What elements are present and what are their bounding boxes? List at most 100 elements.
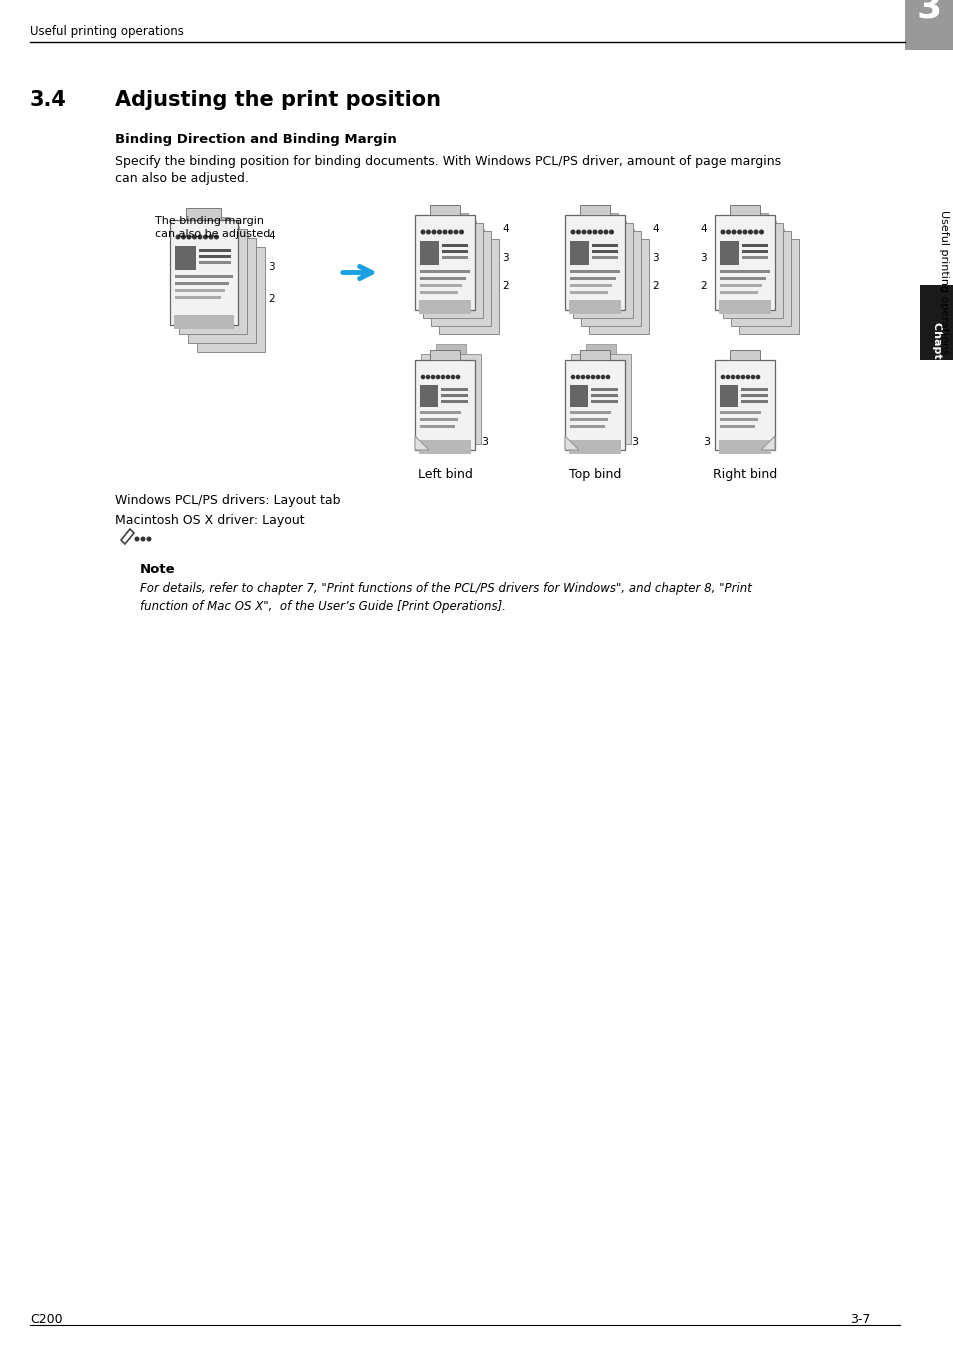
Circle shape	[586, 375, 589, 378]
Text: 4: 4	[268, 231, 274, 240]
Bar	[419, 284, 461, 286]
Text: For details, refer to chapter 7, "Print functions of the PCL/PS drivers for Wind: For details, refer to chapter 7, "Print …	[140, 582, 751, 595]
Bar	[904, 0, 953, 50]
Text: can also be adjusted.: can also be adjusted.	[115, 171, 249, 185]
Circle shape	[577, 231, 579, 234]
Circle shape	[135, 537, 138, 541]
Text: 3: 3	[480, 437, 488, 447]
Bar	[213, 235, 248, 247]
Circle shape	[441, 375, 444, 378]
Bar	[569, 292, 607, 293]
Circle shape	[571, 375, 574, 378]
Text: Right bind: Right bind	[712, 468, 777, 481]
Bar	[430, 205, 459, 215]
Bar	[420, 354, 480, 444]
Circle shape	[432, 231, 436, 234]
Bar	[592, 256, 618, 258]
Bar	[568, 300, 620, 315]
Circle shape	[603, 231, 607, 234]
Bar	[441, 244, 468, 247]
Bar	[579, 205, 609, 215]
Circle shape	[576, 375, 579, 378]
Text: C200: C200	[30, 1314, 63, 1326]
Text: Adjusting the print position: Adjusting the print position	[115, 90, 440, 109]
Circle shape	[580, 375, 584, 378]
Circle shape	[606, 375, 609, 378]
Text: 2: 2	[268, 294, 274, 304]
Circle shape	[720, 231, 724, 234]
Bar	[720, 418, 758, 420]
Bar	[569, 284, 612, 286]
Circle shape	[198, 235, 202, 239]
Bar	[419, 292, 457, 293]
Circle shape	[176, 235, 179, 239]
Bar	[440, 394, 468, 397]
Bar	[415, 360, 475, 450]
Bar	[415, 215, 475, 310]
Bar	[422, 223, 482, 319]
Circle shape	[426, 375, 429, 378]
Circle shape	[737, 231, 740, 234]
Circle shape	[421, 231, 424, 234]
Text: The binding margin
can also be adjusted.: The binding margin can also be adjusted.	[154, 216, 274, 239]
Bar	[720, 425, 754, 428]
Bar	[568, 440, 620, 454]
Text: 3: 3	[630, 437, 638, 447]
Bar	[569, 385, 587, 406]
Bar	[186, 208, 221, 220]
Text: Top bind: Top bind	[568, 468, 620, 481]
Text: 3: 3	[268, 262, 274, 273]
Circle shape	[431, 375, 435, 378]
Bar	[440, 387, 468, 390]
Text: 3: 3	[651, 252, 658, 263]
Text: Windows PCL/PS drivers: Layout tab: Windows PCL/PS drivers: Layout tab	[115, 494, 340, 508]
Bar	[722, 223, 782, 319]
Circle shape	[600, 375, 604, 378]
Bar	[179, 230, 247, 333]
Bar	[714, 360, 774, 450]
Bar	[739, 239, 799, 333]
Bar	[419, 425, 455, 428]
Circle shape	[446, 375, 449, 378]
Bar	[569, 410, 610, 413]
Bar	[720, 284, 761, 286]
Circle shape	[720, 375, 724, 378]
Text: 2: 2	[501, 281, 508, 292]
Bar	[729, 350, 760, 360]
Bar	[188, 238, 255, 343]
Text: Specify the binding position for binding documents. With Windows PCL/PS driver, : Specify the binding position for binding…	[115, 155, 781, 167]
Bar	[430, 350, 459, 360]
Circle shape	[141, 537, 145, 541]
Bar	[419, 418, 457, 420]
Bar	[720, 385, 738, 406]
Bar	[714, 215, 774, 310]
Circle shape	[740, 375, 744, 378]
Polygon shape	[415, 436, 429, 450]
Text: 2: 2	[700, 281, 706, 292]
Circle shape	[209, 235, 213, 239]
Bar	[719, 440, 770, 454]
Circle shape	[736, 375, 739, 378]
Bar	[174, 296, 221, 298]
Bar	[573, 223, 633, 319]
Text: 4: 4	[651, 224, 658, 235]
Bar	[730, 231, 790, 325]
Bar	[741, 250, 767, 252]
Bar	[174, 275, 233, 278]
Text: Useful printing operations: Useful printing operations	[30, 26, 184, 38]
Circle shape	[426, 231, 430, 234]
Bar	[592, 250, 618, 252]
Bar	[720, 242, 739, 265]
Circle shape	[587, 231, 591, 234]
Circle shape	[421, 375, 424, 378]
Bar	[720, 410, 760, 413]
Circle shape	[593, 231, 597, 234]
Bar	[199, 261, 231, 263]
Text: Note: Note	[140, 563, 175, 576]
Circle shape	[598, 231, 601, 234]
Bar	[564, 215, 624, 310]
Bar	[919, 285, 953, 360]
Text: 3.4: 3.4	[30, 90, 67, 109]
Bar	[603, 230, 634, 239]
Bar	[173, 315, 233, 329]
